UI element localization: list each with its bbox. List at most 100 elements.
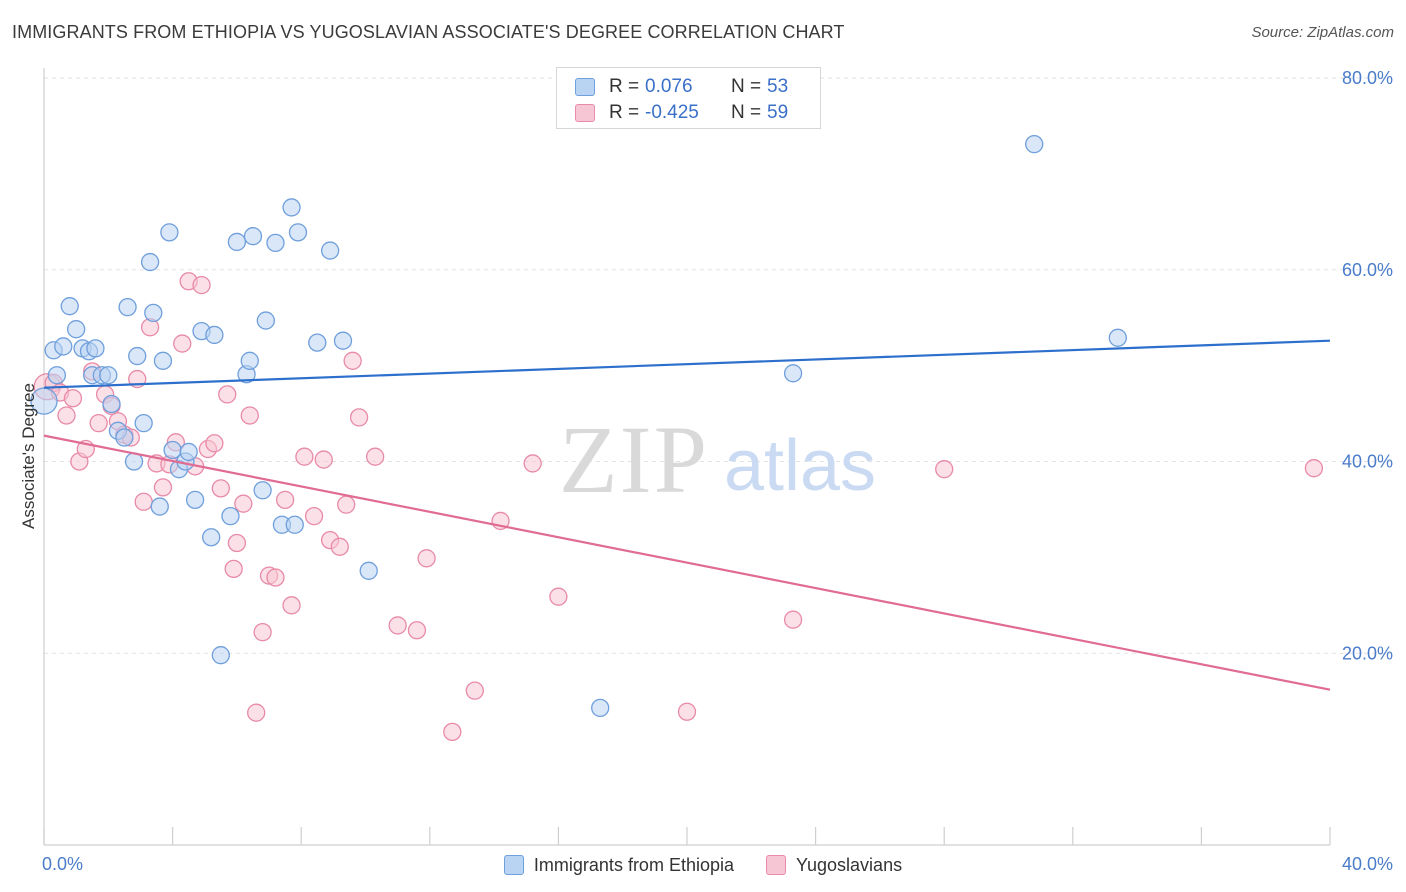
yugoslavian-point [443, 722, 462, 742]
yugoslavian-point [205, 434, 224, 453]
y-tick-label: 40.0% [1342, 452, 1393, 472]
axes [43, 68, 1331, 846]
yugoslavian-point [343, 351, 362, 370]
yugoslavian-point [275, 490, 295, 510]
yugoslavian-point [89, 413, 108, 433]
legend-swatch-pink [575, 104, 595, 122]
legend-item-label: Yugoslavians [796, 854, 903, 875]
ethiopia-point [240, 351, 259, 370]
ethiopia-point [266, 233, 285, 253]
ethiopia-point [118, 297, 137, 317]
series-ethiopia-points [30, 135, 1127, 718]
ethiopia-point [128, 346, 147, 366]
y-tick-label: 60.0% [1342, 260, 1393, 280]
yugoslavian-point [134, 492, 153, 511]
legend-item-ethiopia[interactable]: Immigrants from Ethiopia [503, 854, 734, 876]
yugoslavian-point [1304, 459, 1324, 478]
ethiopia-point [30, 387, 58, 415]
yugoslavian-point [282, 596, 301, 615]
legend-r-value: -0.425 [645, 102, 699, 123]
legend-swatch-blue [503, 855, 524, 875]
yugoslavian-point [153, 478, 173, 497]
ethiopia-point [333, 331, 353, 350]
yugoslavian-point [465, 681, 484, 700]
ethiopia-trend-line [43, 339, 1331, 389]
yugoslavian-point [783, 610, 803, 629]
yugoslavian-point [330, 537, 349, 556]
x-tick-label: 40.0% [1342, 854, 1393, 874]
ethiopia-point [783, 364, 803, 383]
ethiopia-point [359, 561, 378, 580]
ethiopia-point [160, 223, 179, 242]
ethiopia-point [47, 366, 67, 385]
legend-swatch-blue [575, 78, 595, 96]
ethiopia-point [205, 325, 224, 345]
correlation-legend: R = 0.076 N = 53 R = -0.425 N = 59 [556, 67, 821, 129]
yugoslavian-point [349, 408, 369, 427]
legend-item-yugoslavians[interactable]: Yugoslavians [766, 855, 902, 876]
ethiopia-point [140, 252, 160, 272]
legend-n-value: 59 [767, 102, 789, 123]
ethiopia-point [67, 320, 86, 339]
legend-row-yugoslavians: R = -0.425 N = 59 [575, 101, 788, 125]
legend-r-label: R = [609, 102, 640, 123]
yugoslavian-point [240, 406, 259, 425]
yugoslavian-point [266, 568, 285, 587]
tick-labels: 20.0% 40.0% 60.0% 80.0% 0.0% 40.0% [42, 68, 1393, 874]
yugoslavian-trend-line [43, 434, 1331, 691]
ethiopia-point [144, 303, 163, 323]
x-tick-label: 0.0% [42, 854, 83, 874]
series-legend: Immigrants from Ethiopia Yugoslavians [0, 852, 1406, 878]
ethiopia-point [288, 223, 308, 242]
y-tick-label: 80.0% [1342, 68, 1393, 88]
ethiopia-point [256, 311, 275, 330]
y-tick-label: 20.0% [1342, 643, 1393, 663]
ethiopia-point [1108, 328, 1127, 347]
yugoslavian-point [677, 702, 697, 721]
legend-r-label: R = [609, 76, 640, 97]
legend-r-value: 0.076 [645, 76, 693, 97]
yugoslavian-point [935, 460, 954, 479]
legend-n-label: N = [731, 76, 762, 97]
yugoslavian-point [314, 450, 333, 469]
yugoslavian-point [304, 506, 324, 526]
ethiopia-point [150, 497, 169, 516]
yugoslavian-point [295, 447, 314, 466]
chart-title: IMMIGRANTS FROM ETHIOPIA VS YUGOSLAVIAN … [12, 22, 845, 42]
ethiopia-point [253, 481, 272, 500]
yugoslavian-point [224, 559, 243, 579]
ethiopia-point [1025, 135, 1044, 154]
y-axis-label: Associate's Degree [19, 383, 38, 529]
ethiopia-point [179, 442, 198, 462]
ethiopia-point [282, 198, 301, 217]
ethiopia-point [227, 232, 247, 252]
yugoslavian-point [417, 549, 436, 568]
ethiopia-point [308, 333, 327, 352]
yugoslavian-point [218, 385, 237, 404]
yugoslavian-point [407, 621, 427, 640]
ethiopia-point [320, 241, 340, 260]
ethiopia-point [134, 413, 153, 433]
yugoslavian-point [388, 616, 407, 635]
trend-lines [43, 339, 1331, 691]
ethiopia-point [591, 698, 610, 718]
yugoslavian-point [365, 447, 385, 466]
source-attribution: Source: ZipAtlas.com [1251, 24, 1394, 41]
legend-n-label: N = [731, 102, 762, 123]
ethiopia-point [54, 337, 73, 356]
ethiopia-point [99, 366, 118, 385]
ethiopia-point [153, 351, 173, 370]
yugoslavian-point [192, 275, 211, 295]
ethiopia-point [202, 528, 221, 547]
ethiopia-point [115, 428, 134, 447]
legend-item-label: Immigrants from Ethiopia [533, 854, 734, 875]
ethiopia-point [102, 394, 121, 414]
watermark-atlas: atlas [724, 426, 876, 506]
ethiopia-point [285, 515, 304, 534]
yugoslavian-point [227, 533, 247, 553]
legend-n-value: 53 [767, 76, 789, 97]
yugoslavian-point [523, 454, 542, 473]
watermark: ZIP atlas [559, 406, 876, 513]
yugoslavian-point [549, 587, 568, 606]
